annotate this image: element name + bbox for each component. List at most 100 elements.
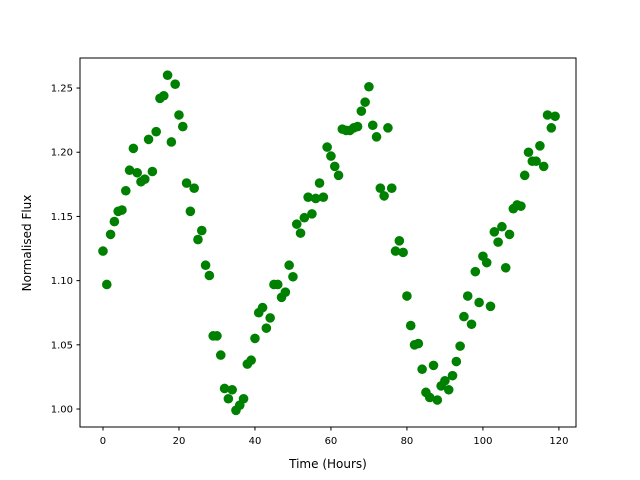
data-point <box>523 147 534 158</box>
x-tick-label: 80 <box>401 436 414 447</box>
data-point <box>307 209 317 219</box>
data-point <box>181 178 192 188</box>
data-point <box>322 142 332 152</box>
data-point <box>356 106 367 116</box>
data-point <box>474 297 484 308</box>
data-point <box>451 356 462 367</box>
data-point <box>147 166 158 177</box>
data-point <box>105 229 116 240</box>
data-point <box>432 395 443 405</box>
data-point <box>101 279 112 290</box>
data-point <box>535 141 545 151</box>
data-point <box>284 260 294 271</box>
data-point <box>132 167 142 178</box>
data-point <box>367 120 378 131</box>
data-point <box>413 338 424 349</box>
data-point <box>170 79 180 89</box>
data-point <box>379 191 389 201</box>
data-point <box>185 206 196 217</box>
data-point <box>333 170 344 181</box>
x-tick-label: 60 <box>325 436 338 447</box>
x-axis-label: Time (Hours) <box>288 457 367 471</box>
data-point <box>310 193 321 204</box>
y-axis-label: Normalised Flux <box>20 195 34 292</box>
data-point <box>546 123 557 133</box>
data-point <box>489 227 500 237</box>
data-point <box>447 370 458 381</box>
data-point <box>531 156 541 167</box>
x-tick-label: 100 <box>473 436 492 447</box>
y-tick-label: 1.20 <box>51 148 73 159</box>
data-point <box>143 134 154 145</box>
data-point <box>428 360 439 371</box>
data-point <box>288 271 298 282</box>
y-tick-label: 1.00 <box>51 405 73 416</box>
data-point <box>500 262 511 273</box>
data-point <box>227 384 237 395</box>
data-point <box>109 216 120 227</box>
y-axis-ticks: 1.00 1.05 1.10 1.15 1.20 1.25 <box>51 84 80 416</box>
data-point <box>151 126 161 137</box>
y-tick-label: 1.05 <box>51 340 73 351</box>
data-point <box>497 221 507 232</box>
data-point <box>212 331 222 341</box>
data-point <box>128 143 139 154</box>
data-point <box>383 123 393 133</box>
data-point <box>516 201 526 211</box>
data-point <box>386 183 397 193</box>
data-point <box>314 178 325 188</box>
data-point <box>466 319 477 330</box>
data-point <box>550 111 560 122</box>
data-point <box>462 291 473 301</box>
data-point <box>303 192 313 202</box>
data-point <box>117 205 127 215</box>
data-point <box>329 161 340 172</box>
data-point <box>470 266 481 277</box>
data-point <box>246 355 256 366</box>
data-point <box>364 81 374 92</box>
data-point <box>542 110 553 120</box>
data-point <box>158 90 169 101</box>
data-point <box>166 137 177 147</box>
y-tick-label: 1.25 <box>51 84 73 95</box>
data-point <box>394 236 405 246</box>
data-point <box>459 311 469 322</box>
data-point <box>402 291 412 301</box>
data-point <box>204 270 215 281</box>
data-point <box>352 121 363 132</box>
data-point <box>193 234 203 245</box>
data-point <box>455 341 465 351</box>
data-point <box>223 393 234 404</box>
data-point <box>398 247 408 258</box>
data-point <box>538 161 549 172</box>
data-point <box>299 212 310 223</box>
data-point <box>215 350 226 360</box>
x-tick-label: 20 <box>173 436 186 447</box>
data-point <box>504 229 515 240</box>
data-point <box>417 364 427 375</box>
data-point <box>124 165 135 176</box>
data-point <box>196 225 207 236</box>
data-point <box>481 257 492 268</box>
data-point <box>375 183 386 193</box>
x-tick-label: 40 <box>249 436 262 447</box>
data-point <box>390 246 401 256</box>
data-point <box>272 279 283 290</box>
data-point <box>265 313 275 323</box>
data-point <box>360 97 370 107</box>
plot-frame <box>79 57 577 428</box>
data-point <box>493 237 503 247</box>
data-point <box>238 393 249 404</box>
data-point <box>371 132 382 142</box>
data-point <box>219 383 230 394</box>
y-tick-label: 1.10 <box>51 276 73 287</box>
data-point <box>257 302 268 313</box>
data-point <box>177 121 188 132</box>
data-point <box>280 287 291 297</box>
data-point <box>318 192 329 202</box>
data-point <box>200 260 211 271</box>
data-point <box>174 110 184 120</box>
x-tick-label: 120 <box>549 436 568 447</box>
